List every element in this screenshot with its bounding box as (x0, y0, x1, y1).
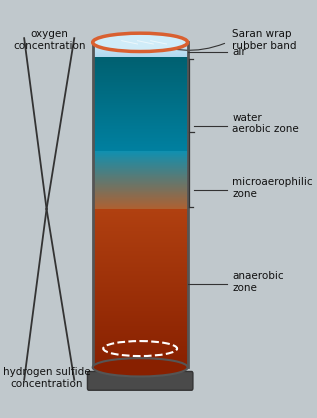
Text: hydrogen sulfide
concentration: hydrogen sulfide concentration (3, 367, 90, 388)
Text: anaerobic
zone: anaerobic zone (232, 271, 284, 293)
Text: air: air (232, 46, 246, 56)
Ellipse shape (93, 358, 188, 377)
FancyBboxPatch shape (87, 372, 193, 390)
Text: microaerophilic
zone: microaerophilic zone (232, 177, 313, 199)
Ellipse shape (93, 33, 188, 51)
Text: water
aerobic zone: water aerobic zone (232, 113, 299, 135)
Text: Saran wrap
rubber band: Saran wrap rubber band (232, 30, 297, 51)
Text: oxygen
concentration: oxygen concentration (13, 30, 86, 51)
